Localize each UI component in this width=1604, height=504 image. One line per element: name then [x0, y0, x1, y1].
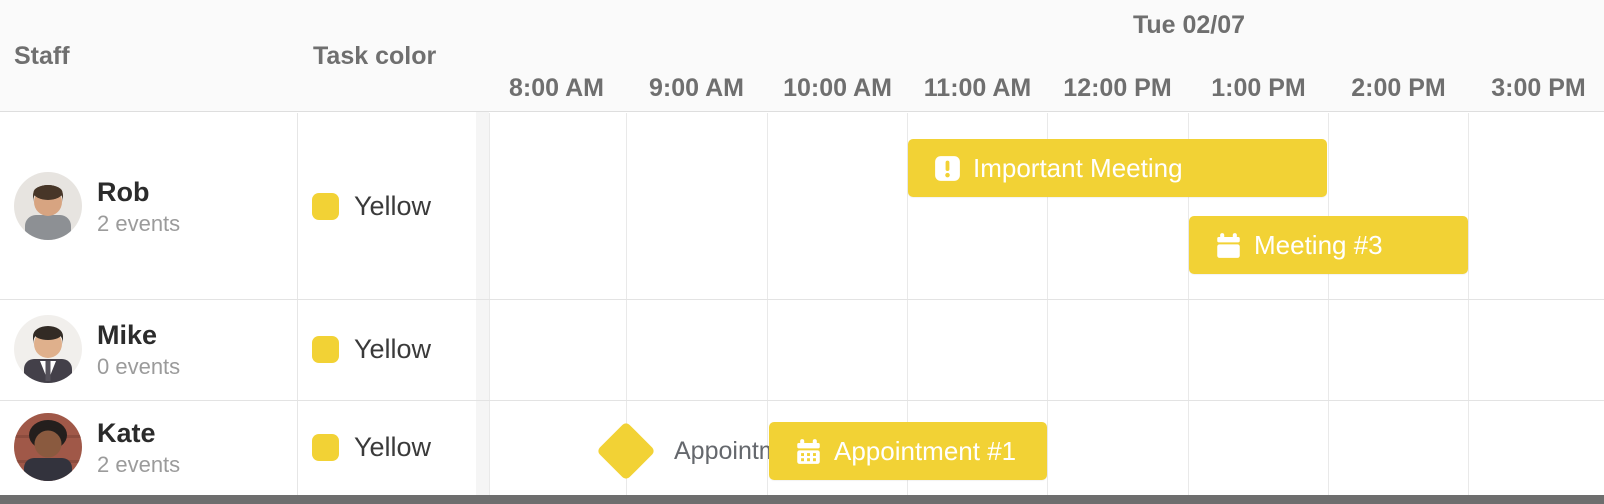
avatar-mike — [14, 315, 82, 383]
event-bar-appointment-1[interactable]: Appointment #1 — [769, 422, 1047, 480]
row-divider — [0, 400, 1604, 401]
staff-name: Mike — [97, 320, 158, 350]
task-color-column-divider — [297, 113, 298, 495]
scheduler-header: Staff Task color Tue 02/07 8:00 AM 9:00 … — [0, 0, 1604, 112]
hour-header-1pm: 1:00 PM — [1211, 74, 1306, 102]
staff-row-kate[interactable]: Kate 2 events Yellow — [0, 400, 1604, 495]
staff-events-count: 2 events — [97, 452, 181, 477]
gridline-10am — [767, 113, 768, 495]
hour-header-8am: 8:00 AM — [509, 74, 604, 102]
frozen-columns-splitter — [476, 0, 489, 495]
calendar-month-icon — [797, 438, 820, 464]
color-swatch-yellow — [312, 192, 339, 220]
avatar-rob — [14, 172, 82, 240]
staff-name: Kate — [97, 418, 156, 448]
event-title: Appointment #1 — [834, 435, 1017, 466]
hour-header-2pm: 2:00 PM — [1351, 74, 1446, 102]
exclamation-square-icon — [935, 155, 960, 181]
event-title: Important Meeting — [973, 152, 1183, 183]
color-swatch-yellow — [312, 434, 339, 461]
task-color-cell: Yellow — [312, 113, 431, 299]
staff-events-count: 2 events — [97, 210, 181, 236]
hour-header-9am: 9:00 AM — [649, 74, 744, 102]
task-color-cell: Yellow — [312, 299, 431, 400]
staff-info: Kate 2 events — [97, 400, 180, 495]
avatar-kate — [14, 413, 82, 481]
color-label: Yellow — [354, 432, 432, 462]
staff-info: Rob 2 events — [97, 113, 180, 299]
color-label: Yellow — [354, 334, 432, 364]
task-color-cell: Yellow — [312, 400, 431, 495]
task-color-column-header: Task color — [313, 41, 437, 70]
horizontal-scrollbar[interactable] — [0, 495, 1604, 504]
day-header: Tue 02/07 — [1132, 11, 1246, 39]
staff-info: Mike 0 events — [97, 299, 180, 400]
row-divider — [0, 299, 1604, 300]
gridline-12pm — [1047, 113, 1048, 495]
staff-row-mike[interactable]: Mike 0 events Yellow — [0, 299, 1604, 400]
calendar-icon — [1217, 232, 1240, 258]
event-bar-important-meeting[interactable]: Important Meeting — [908, 139, 1327, 197]
gridline-2pm — [1328, 113, 1329, 495]
hour-header-10am: 10:00 AM — [783, 74, 892, 102]
staff-column-header: Staff — [14, 41, 70, 70]
staff-row-rob[interactable]: Rob 2 events Yellow — [0, 113, 1604, 299]
gridline-11am — [907, 113, 908, 495]
gridline-3pm — [1468, 113, 1469, 495]
event-bar-meeting-3[interactable]: Meeting #3 — [1189, 216, 1468, 274]
gridline-1pm — [1188, 113, 1189, 495]
hour-header-11am: 11:00 AM — [923, 74, 1032, 102]
staff-name: Rob — [97, 176, 150, 207]
color-swatch-yellow — [312, 336, 339, 363]
color-label: Yellow — [354, 190, 432, 221]
gridline-9am — [626, 113, 627, 495]
gridline-8am — [489, 113, 490, 495]
hour-header-12pm: 12:00 PM — [1063, 74, 1172, 102]
hour-header-3pm: 3:00 PM — [1491, 74, 1586, 102]
staff-events-count: 0 events — [97, 354, 181, 379]
event-title: Meeting #3 — [1254, 229, 1383, 260]
